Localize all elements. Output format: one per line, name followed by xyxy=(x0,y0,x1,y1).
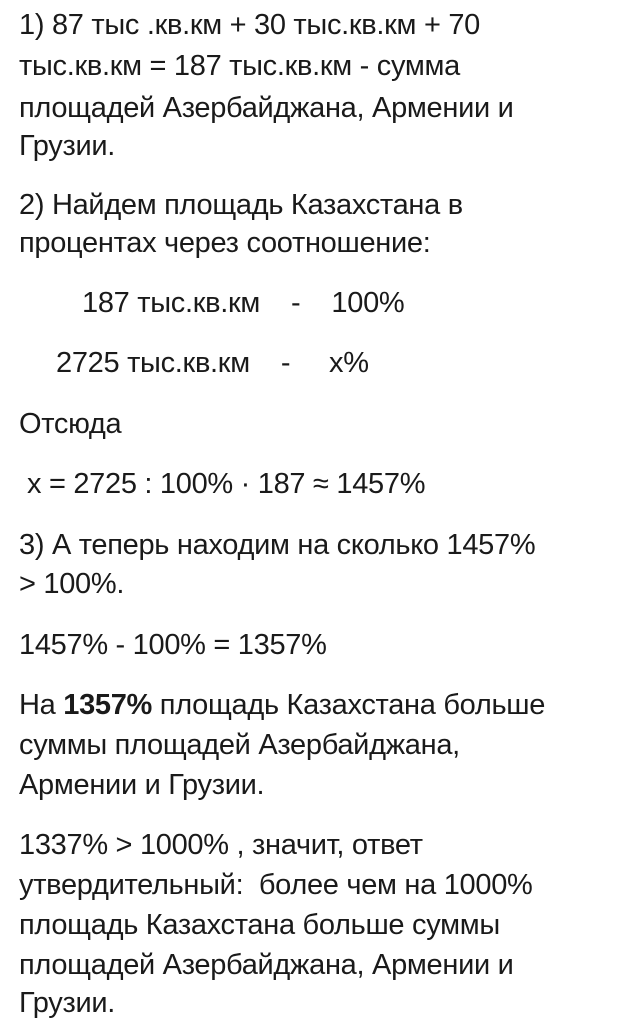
text-line: процентах через соотношение: xyxy=(19,227,431,259)
formula-line: x = 2725 : 100% · 187 ≈ 1457% xyxy=(27,468,426,500)
text-line: 1337% > 1000% , значит, ответ xyxy=(19,829,423,861)
proportion-line-2: 2725 тыс.кв.км - x% xyxy=(56,347,369,379)
text-line: Грузии. xyxy=(19,130,116,162)
text-line: Армении и Грузии. xyxy=(19,769,265,801)
text: площадь Казахстана больше xyxy=(152,689,546,721)
text: На xyxy=(19,689,64,721)
calc-line: 1457% - 100% = 1357% xyxy=(19,629,327,661)
text-line: площадей Азербайджана, Армении и xyxy=(19,92,514,124)
text-line: > 100%. xyxy=(19,568,125,600)
bold-result: 1357% xyxy=(63,689,153,721)
text-line: площадь Казахстана больше суммы xyxy=(19,909,500,941)
text-line: суммы площадей Азербайджана, xyxy=(19,729,460,761)
text-line: 2) Найдем площадь Казахстана в xyxy=(19,189,463,221)
text-line: 1) 87 тыс .кв.км + 30 тыс.кв.км + 70 xyxy=(19,9,481,41)
text-line: На 1357% площадь Казахстана больше xyxy=(19,687,545,723)
text-line: Грузии. xyxy=(19,987,116,1019)
text-line: площадей Азербайджана, Армении и xyxy=(19,949,514,981)
text-line: утвердительный: более чем на 1000% xyxy=(19,869,533,901)
text-line: тыс.кв.км = 187 тыс.кв.км - сумма xyxy=(19,50,460,82)
text-line: Отсюда xyxy=(19,408,122,440)
proportion-line-1: 187 тыс.кв.км - 100% xyxy=(82,287,405,319)
text-line: 3) А теперь находим на сколько 1457% xyxy=(19,529,536,561)
